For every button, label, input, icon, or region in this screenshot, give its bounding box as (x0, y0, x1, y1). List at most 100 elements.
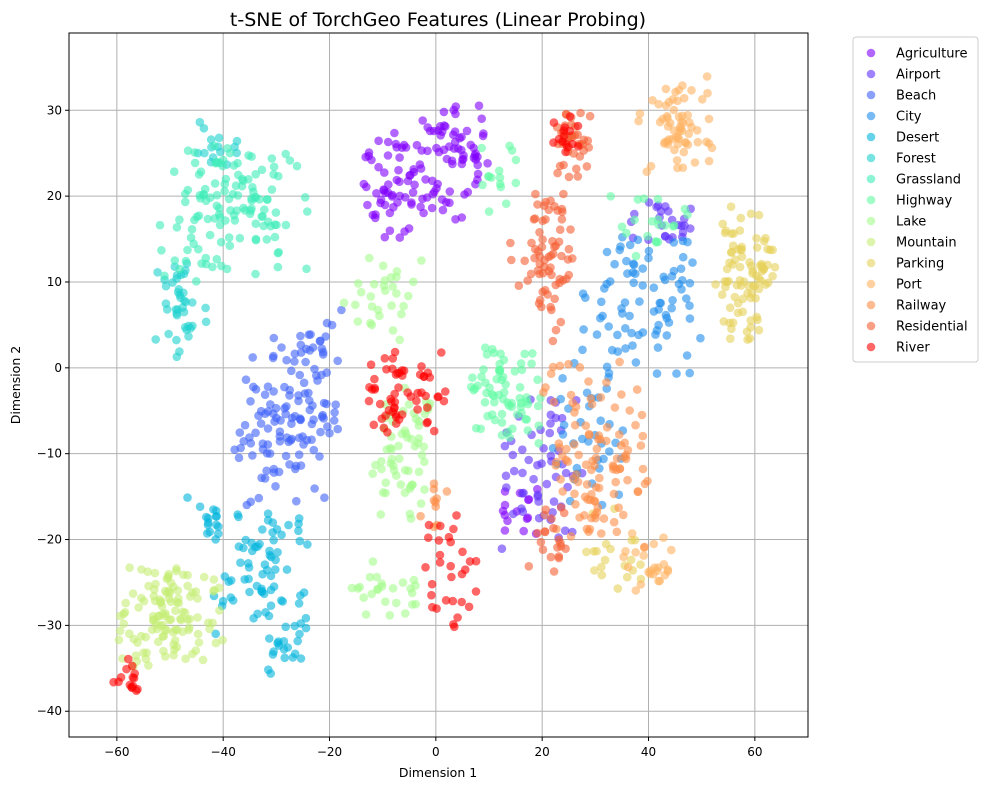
data-point (293, 636, 303, 646)
data-point (196, 167, 206, 176)
data-point (236, 443, 245, 453)
data-point (271, 482, 280, 491)
data-point (147, 625, 157, 635)
data-point (251, 269, 260, 279)
data-point (649, 283, 659, 293)
data-point (441, 387, 450, 396)
data-point (477, 372, 486, 382)
data-point (552, 457, 561, 467)
data-point (287, 419, 296, 429)
data-point (538, 235, 547, 244)
data-point (260, 560, 270, 569)
legend-item: Mountain (866, 236, 957, 251)
data-point (270, 220, 280, 229)
data-point (299, 378, 309, 388)
data-point (615, 357, 624, 367)
data-point (446, 561, 456, 571)
data-point (269, 468, 279, 477)
data-point (439, 396, 449, 406)
data-point (414, 416, 424, 426)
data-point (193, 629, 203, 639)
data-point (172, 310, 182, 320)
data-point (616, 242, 625, 251)
data-point (752, 234, 761, 243)
data-point (373, 584, 383, 594)
data-point (635, 109, 645, 118)
data-point (432, 143, 441, 153)
data-point (295, 536, 305, 546)
y-tick-label: −20 (37, 533, 62, 547)
data-point (389, 461, 398, 471)
data-point (381, 597, 390, 606)
data-point (287, 366, 296, 376)
y-tick-label: −10 (37, 447, 62, 461)
data-point (582, 524, 592, 534)
data-point (696, 333, 705, 343)
data-point (224, 194, 234, 204)
data-point (281, 622, 291, 632)
legend-item: Port (866, 278, 922, 293)
data-point (309, 445, 319, 455)
data-point (124, 654, 133, 664)
data-point (546, 369, 556, 379)
data-point (622, 572, 632, 582)
data-point (582, 547, 591, 557)
data-point (717, 290, 727, 300)
data-point (115, 626, 125, 636)
data-point (267, 552, 276, 562)
data-point (320, 493, 329, 503)
data-point (656, 298, 665, 308)
data-point (669, 126, 679, 135)
legend-marker (866, 321, 876, 331)
data-point (416, 164, 426, 173)
data-point (170, 645, 179, 654)
data-point (224, 577, 233, 586)
axis-ticks: −60 −40 −20 0 20 40 60 −40 −30 −20 −10 0 10 20 30 (37, 103, 763, 759)
data-point (471, 587, 481, 596)
data-point (555, 225, 565, 234)
data-point (404, 400, 414, 409)
data-point (419, 442, 429, 452)
data-point (573, 172, 583, 181)
data-point (372, 189, 381, 198)
data-point (183, 245, 192, 255)
data-point (397, 309, 406, 319)
data-point (550, 294, 559, 304)
data-point (449, 524, 458, 534)
data-point (517, 365, 527, 375)
data-point (534, 421, 544, 431)
data-point (464, 602, 474, 612)
data-point (663, 122, 673, 131)
data-point (212, 520, 221, 530)
data-point (597, 297, 606, 307)
data-point (570, 420, 580, 430)
x-tick-label: 20 (535, 745, 550, 759)
data-point (423, 146, 432, 156)
data-point (632, 385, 642, 394)
data-point (629, 278, 638, 288)
data-point (542, 479, 552, 489)
data-point (626, 555, 636, 565)
data-point (654, 99, 663, 109)
data-point (592, 330, 602, 339)
legend-item: River (866, 341, 930, 356)
data-point (572, 470, 581, 479)
data-point (636, 441, 646, 450)
data-point (395, 191, 405, 201)
data-point (376, 195, 386, 205)
data-point (497, 544, 507, 553)
data-point (547, 514, 556, 523)
data-point (669, 105, 679, 115)
data-point (392, 289, 401, 298)
data-point (726, 334, 735, 344)
data-point (394, 383, 403, 392)
data-point (365, 253, 374, 263)
data-point (264, 611, 274, 621)
x-tick-label: −40 (211, 745, 236, 759)
data-point (451, 109, 460, 119)
data-point (480, 398, 490, 407)
legend-item: Agriculture (866, 47, 968, 62)
data-point (748, 269, 757, 278)
data-point (631, 420, 640, 430)
y-tick-label: 10 (47, 275, 62, 289)
